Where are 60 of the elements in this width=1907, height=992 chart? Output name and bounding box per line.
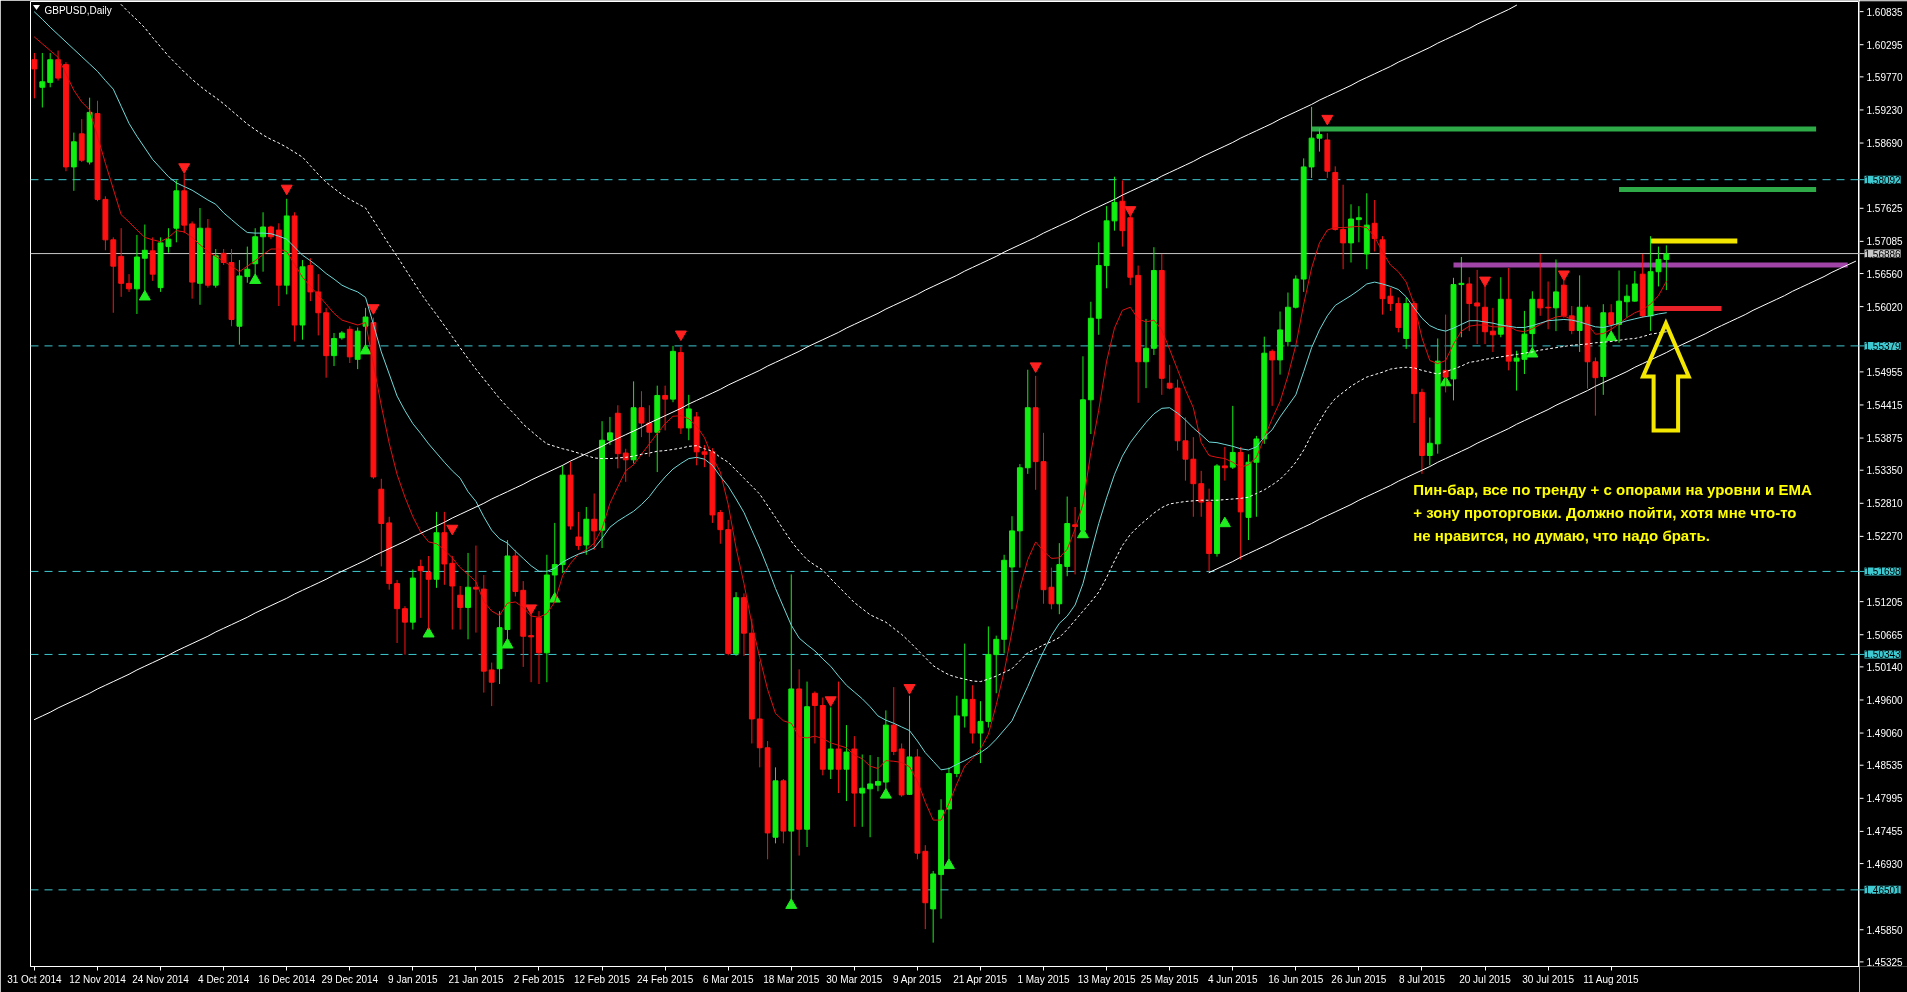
- y-tick-label: 1.59230: [1866, 104, 1904, 116]
- y-tick-label: 1.50140: [1866, 661, 1904, 673]
- y-tick-label: 1.53875: [1866, 433, 1904, 445]
- y-tick-label: 1.52810: [1866, 498, 1904, 510]
- x-tick-label: 26 Jun 2015: [1331, 973, 1387, 985]
- x-tick-label: 8 Jul 2015: [1398, 973, 1446, 985]
- ref-line-label: 1.50343: [1864, 649, 1902, 661]
- ref-line-label: 1.56886: [1864, 248, 1902, 260]
- y-tick-label: 1.50665: [1866, 629, 1904, 641]
- x-tick-label: 9 Apr 2015: [892, 973, 942, 985]
- x-tick-label: 30 Mar 2015: [826, 973, 883, 985]
- y-tick-label: 1.57085: [1866, 236, 1904, 248]
- y-tick-label: 1.49060: [1866, 728, 1904, 740]
- ref-line-label: 1.46501: [1864, 884, 1902, 896]
- x-tick-label: 29 Dec 2014: [321, 973, 379, 985]
- y-tick-label: 1.52270: [1866, 531, 1904, 543]
- x-tick-label: 12 Feb 2015: [573, 973, 631, 985]
- x-tick-label: 16 Jun 2015: [1268, 973, 1324, 985]
- ref-line-label: 1.58092: [1864, 174, 1902, 186]
- x-tick-label: 6 Mar 2015: [702, 973, 754, 985]
- x-tick-label: 13 May 2015: [1077, 973, 1136, 985]
- y-tick-label: 1.54415: [1866, 399, 1904, 411]
- x-tick-label: 25 May 2015: [1140, 973, 1200, 985]
- y-tick-label: 1.56020: [1866, 301, 1904, 313]
- y-tick-label: 1.59770: [1866, 71, 1904, 83]
- y-tick-label: 1.60295: [1866, 39, 1904, 51]
- y-tick-label: 1.45850: [1866, 924, 1904, 936]
- x-tick-label: 2 Feb 2015: [513, 973, 565, 985]
- x-tick-label: 20 Jul 2015: [1459, 973, 1512, 985]
- y-tick-label: 1.58690: [1866, 138, 1904, 150]
- ref-line-label: 1.55379: [1864, 340, 1902, 352]
- y-tick-label: 1.60835: [1866, 6, 1904, 18]
- annotation: Пин-бар, все по тренду + с опорами на уровни и EMA + зону проторговки. Должно пойти, хотя мне что-то не нравится, но думаю, что надо брать.: [1413, 481, 1813, 545]
- x-tick-label: 4 Dec 2014: [198, 973, 250, 985]
- y-tick-label: 1.56560: [1866, 268, 1904, 280]
- x-tick-label: 24 Nov 2014: [132, 973, 190, 985]
- y-tick-label: 1.47455: [1866, 826, 1904, 838]
- x-tick-label: 21 Jan 2015: [448, 973, 504, 985]
- y-tick-label: 1.54955: [1866, 366, 1904, 378]
- x-tick-label: 4 Jun 2015: [1208, 973, 1258, 985]
- x-tick-label: 21 Apr 2015: [953, 973, 1008, 985]
- x-tick-label: 1 May 2015: [1017, 973, 1071, 985]
- chart-title: GBPUSD,Daily: [44, 4, 112, 16]
- y-tick-label: 1.57625: [1866, 203, 1904, 215]
- y-tick-label: 1.53350: [1866, 465, 1904, 477]
- x-tick-label: 9 Jan 2015: [388, 973, 439, 985]
- x-tick-label: 11 Aug 2015: [1583, 973, 1640, 985]
- x-tick-label: 18 Mar 2015: [763, 973, 820, 985]
- y-tick-label: 1.47995: [1866, 793, 1904, 805]
- y-tick-label: 1.46930: [1866, 858, 1904, 870]
- x-tick-label: 12 Nov 2014: [69, 973, 127, 985]
- x-tick-label: 31 Oct 2014: [7, 973, 63, 985]
- y-tick-label: 1.45325: [1866, 956, 1904, 968]
- x-tick-label: 24 Feb 2015: [637, 973, 694, 985]
- x-tick-label: 30 Jul 2015: [1522, 973, 1575, 985]
- y-tick-label: 1.48535: [1866, 760, 1904, 772]
- y-tick-label: 1.49600: [1866, 694, 1904, 706]
- y-tick-label: 1.51205: [1866, 596, 1904, 608]
- ref-line-label: 1.51698: [1864, 566, 1902, 578]
- x-tick-label: 16 Dec 2014: [258, 973, 316, 985]
